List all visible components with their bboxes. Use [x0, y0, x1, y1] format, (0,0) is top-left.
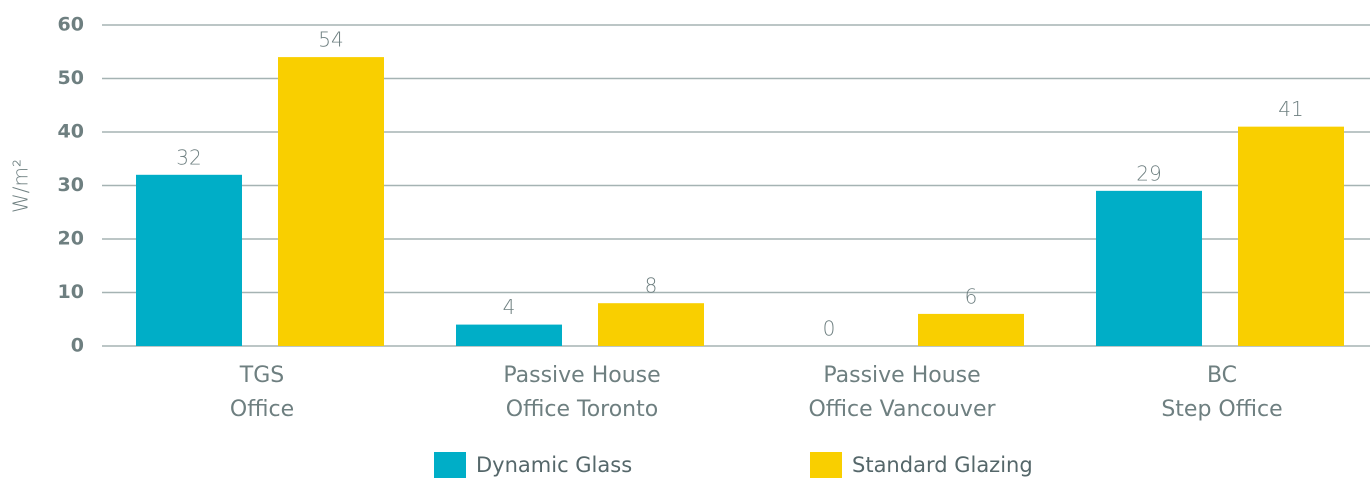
x-tick-label: Step Office: [1161, 397, 1282, 422]
bar: [1096, 190, 1202, 346]
x-tick-label: Office: [230, 397, 294, 422]
bar: [136, 174, 242, 346]
value-label: 54: [318, 28, 343, 52]
y-tick-label: 10: [58, 281, 84, 303]
bar: [456, 324, 562, 346]
legend-swatch: [810, 452, 842, 478]
value-label: 0: [823, 317, 836, 341]
y-tick-label: 40: [58, 121, 84, 143]
x-tick-label: BC: [1207, 363, 1237, 388]
value-label: 8: [645, 274, 658, 298]
legend-label: Dynamic Glass: [476, 453, 632, 477]
bar: [278, 57, 384, 346]
y-tick-label: 60: [58, 14, 84, 36]
bar: [1238, 126, 1344, 347]
value-label: 41: [1278, 97, 1303, 121]
y-tick-label: 20: [58, 228, 84, 250]
value-label: 32: [176, 145, 201, 169]
y-tick-label: 30: [58, 174, 84, 196]
x-tick-label: Passive House: [823, 363, 980, 388]
bar: [918, 313, 1024, 346]
x-tick-label: Office Toronto: [506, 397, 658, 422]
value-label: 6: [965, 284, 978, 308]
x-tick-label: Passive House: [503, 363, 660, 388]
legend-swatch: [434, 452, 466, 478]
value-label: 29: [1136, 161, 1161, 185]
x-tick-label: Office Vancouver: [808, 397, 996, 422]
x-tick-label: TGS: [239, 363, 284, 388]
y-tick-label: 0: [71, 335, 84, 357]
legend-label: Standard Glazing: [852, 453, 1033, 477]
y-tick-label: 50: [58, 67, 84, 89]
y-axis-label: W/m²: [9, 159, 33, 213]
value-label: 4: [503, 295, 516, 319]
bar: [598, 303, 704, 346]
